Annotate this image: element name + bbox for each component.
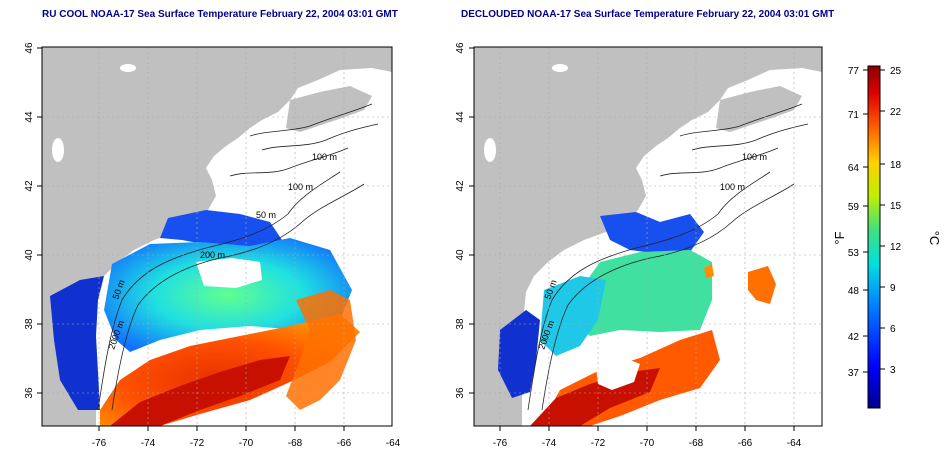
left-lon-tick-label: -76 (92, 438, 107, 449)
right-lon-tick-label: -66 (738, 438, 753, 449)
left-lat-tick-label: 46 (24, 42, 35, 54)
colorbar-celsius-tick: 12 (890, 242, 902, 253)
right-lon-tick-label: -64 (787, 438, 802, 449)
left-graticule (42, 47, 392, 426)
right-lon-tick-label: -74 (542, 438, 557, 449)
right-land (474, 47, 822, 426)
right-lake (484, 138, 496, 162)
colorbar-fahrenheit-tick: 42 (848, 332, 860, 343)
left-lake (120, 64, 136, 72)
right-graticule (474, 47, 822, 426)
left-sst-coastal-blue (50, 276, 104, 410)
colorbar-fahrenheit-tick: 64 (848, 163, 860, 174)
left-lat-tick-label: 40 (24, 249, 35, 261)
left-contour-label: 100 m (288, 182, 313, 192)
colorbar-fahrenheit-tick: 59 (848, 202, 860, 213)
right-sst-offshore-patch (748, 266, 776, 304)
right-lat-tick-label: 38 (455, 318, 466, 330)
left-map-content: 100 m 100 m 50 m 200 m 50 m 2000 m (42, 47, 392, 426)
left-lat-tick-label: 36 (24, 387, 35, 399)
left-lon-tick-label: -74 (141, 438, 156, 449)
colorbar-celsius-tick: 15 (890, 201, 902, 212)
right-sst-cloud-gap (596, 356, 640, 390)
left-sst-cold-north (160, 210, 282, 250)
left-lat-tick-label: 42 (24, 180, 35, 192)
colorbar: 77 71 64 59 53 48 42 37 25 22 18 15 12 9… (832, 65, 942, 409)
left-land (42, 47, 392, 426)
right-lake (552, 64, 568, 72)
colorbar-scale (867, 65, 881, 409)
colorbar-fahrenheit-tick: 53 (848, 248, 860, 259)
left-lat-tick-label: 44 (24, 111, 35, 123)
right-lon-tick-label: -68 (689, 438, 704, 449)
right-map-content: 100 m 100 m 50 m 2000 m (474, 47, 822, 426)
left-land-peninsula (286, 86, 372, 132)
colorbar-fahrenheit-unit: °F (832, 231, 847, 244)
left-map-title: RU COOL NOAA-17 Sea Surface Temperature … (42, 9, 398, 20)
left-lon-tick-label: -68 (288, 438, 303, 449)
left-map-panel: 100 m 100 m 50 m 200 m 50 m 2000 m -76 -… (24, 42, 401, 449)
right-lat-tick-label: 36 (455, 387, 466, 399)
left-lon-tick-label: -66 (337, 438, 352, 449)
right-lon-tick-label: -72 (591, 438, 606, 449)
colorbar-celsius-tick: 6 (890, 324, 896, 335)
left-contour-label: 50 m (256, 210, 276, 220)
left-contour-label: 200 m (200, 250, 225, 260)
colorbar-fahrenheit-tick: 48 (848, 286, 860, 297)
colorbar-ticks (863, 69, 885, 373)
colorbar-fahrenheit-tick: 37 (848, 368, 860, 379)
colorbar-fahrenheit-tick: 71 (848, 110, 860, 121)
left-contour-label: 100 m (312, 152, 337, 162)
colorbar-fahrenheit-tick: 77 (848, 66, 860, 77)
left-sst-deep-red (110, 356, 290, 426)
colorbar-celsius-unit: °C (927, 231, 942, 246)
left-map-frame (41, 46, 393, 427)
left-axis-ticks (37, 47, 345, 431)
colorbar-celsius-tick: 9 (890, 283, 896, 294)
right-lon-tick-label: -70 (640, 438, 655, 449)
left-lake (52, 138, 64, 162)
left-sst-cool-mid (104, 238, 352, 352)
right-lat-tick-label: 44 (455, 111, 466, 123)
left-sst-cloud-gap (196, 258, 262, 288)
left-lat-tick-label: 38 (24, 318, 35, 330)
left-sst-east-patches (286, 290, 356, 410)
right-axis-ticks (469, 47, 795, 431)
right-lat-tick-label: 40 (455, 249, 466, 261)
right-map-title: DECLOUDED NOAA-17 Sea Surface Temperatur… (461, 9, 835, 20)
right-map-frame (473, 46, 823, 427)
left-lon-tick-label: -72 (190, 438, 205, 449)
right-sst-cold-north (600, 212, 704, 254)
colorbar-celsius-tick: 18 (890, 160, 902, 171)
right-contour-label: 100 m (742, 152, 767, 162)
colorbar-celsius-tick: 22 (890, 107, 902, 118)
left-bathymetry (97, 103, 379, 411)
right-lat-tick-label: 46 (455, 42, 466, 54)
right-land-peninsula (716, 86, 802, 132)
right-sst-coastal-blue (498, 310, 540, 398)
colorbar-celsius-tick: 3 (890, 365, 896, 376)
left-lon-tick-label: -64 (386, 438, 401, 449)
right-map-panel: 100 m 100 m 50 m 2000 m -76 -74 -72 -70 … (455, 42, 823, 449)
right-sst-offshore-patch (704, 264, 714, 278)
right-lon-tick-label: -76 (493, 438, 508, 449)
right-sst-cool-mid (570, 250, 712, 336)
right-contour-label: 100 m (720, 182, 745, 192)
colorbar-celsius-tick: 25 (890, 66, 902, 77)
right-lat-tick-label: 42 (455, 180, 466, 192)
left-lon-tick-label: -70 (239, 438, 254, 449)
